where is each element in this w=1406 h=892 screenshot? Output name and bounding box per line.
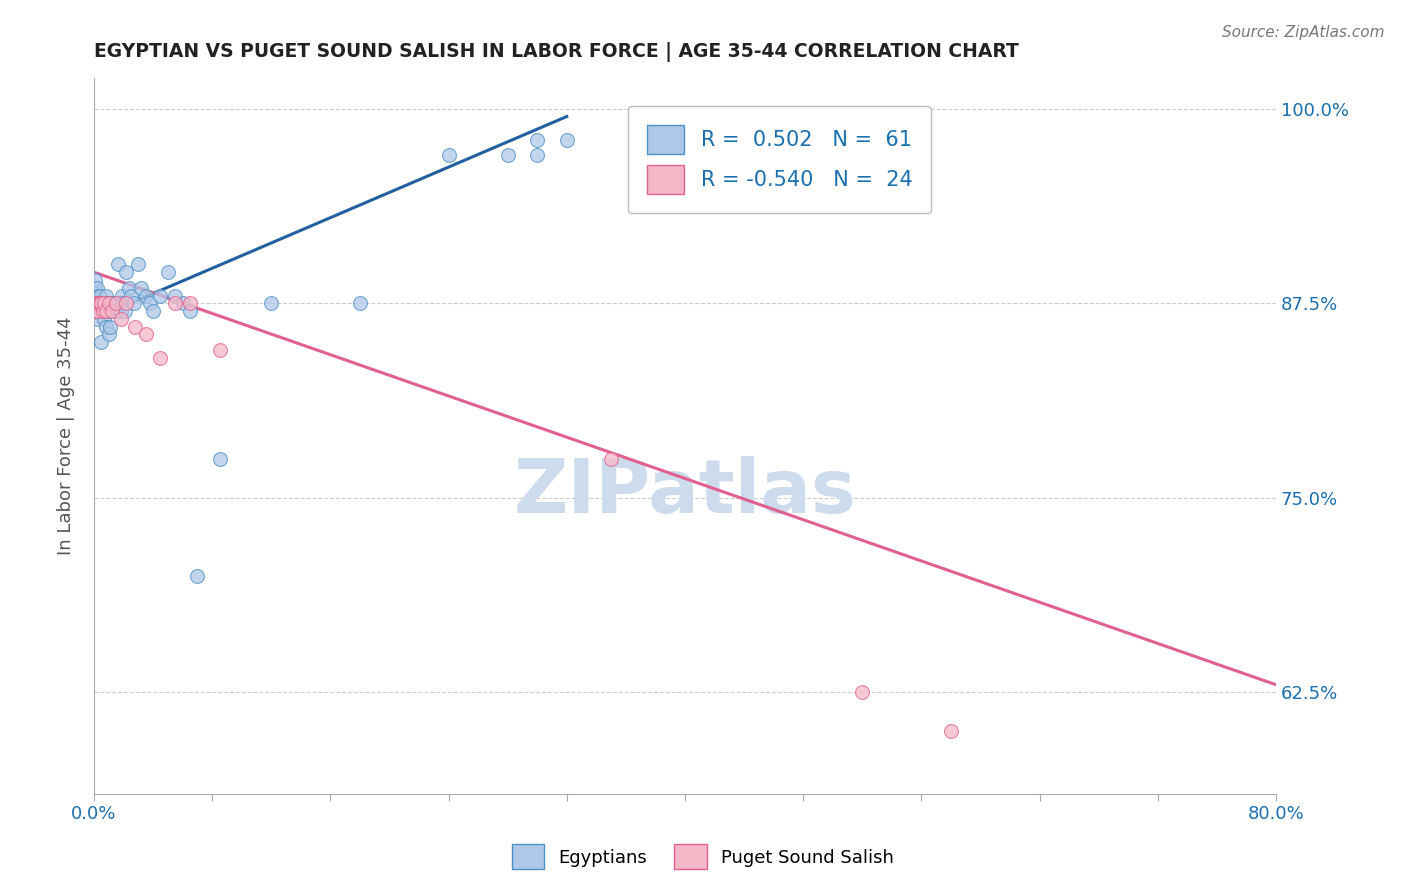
Point	[115, 265, 138, 279]
Point	[97, 327, 120, 342]
Point	[172, 296, 194, 310]
Point	[139, 296, 162, 310]
Point	[526, 133, 548, 147]
Point	[86, 281, 108, 295]
Point	[90, 296, 112, 310]
Point	[555, 133, 578, 147]
Point	[97, 296, 120, 310]
Text: EGYPTIAN VS PUGET SOUND SALISH IN LABOR FORCE | AGE 35-44 CORRELATION CHART: EGYPTIAN VS PUGET SOUND SALISH IN LABOR …	[94, 42, 1019, 62]
Point	[90, 335, 112, 350]
Point	[526, 148, 548, 162]
Point	[94, 319, 117, 334]
Point	[86, 304, 108, 318]
Point	[86, 304, 108, 318]
Point	[149, 288, 172, 302]
Point	[142, 304, 165, 318]
Text: ZIPatlas: ZIPatlas	[513, 457, 856, 530]
Point	[90, 296, 112, 310]
Point	[87, 304, 110, 318]
Point	[112, 296, 135, 310]
Point	[90, 304, 112, 318]
Point	[496, 148, 519, 162]
Point	[98, 319, 121, 334]
Point	[91, 304, 114, 318]
Point	[108, 296, 131, 310]
Point	[101, 296, 124, 310]
Point	[86, 288, 108, 302]
Legend: Egyptians, Puget Sound Salish: Egyptians, Puget Sound Salish	[503, 835, 903, 879]
Point	[600, 452, 623, 467]
Point	[208, 452, 231, 467]
Point	[179, 296, 201, 310]
Point	[87, 296, 110, 310]
Point	[84, 296, 107, 310]
Point	[91, 304, 114, 318]
Point	[129, 281, 152, 295]
Point	[93, 296, 115, 310]
Point	[84, 273, 107, 287]
Point	[186, 568, 208, 582]
Point	[86, 296, 108, 310]
Point	[105, 296, 128, 310]
Point	[939, 724, 962, 739]
Point	[127, 257, 149, 271]
Point	[84, 281, 107, 295]
Point	[89, 296, 111, 310]
Point	[84, 296, 107, 310]
Point	[89, 288, 111, 302]
Point	[165, 296, 187, 310]
Point	[84, 304, 107, 318]
Point	[98, 296, 121, 310]
Point	[94, 288, 117, 302]
Point	[118, 281, 141, 295]
Point	[260, 296, 283, 310]
Point	[93, 311, 115, 326]
Point	[105, 304, 128, 318]
Point	[100, 296, 122, 310]
Point	[86, 296, 108, 310]
Text: Source: ZipAtlas.com: Source: ZipAtlas.com	[1222, 25, 1385, 40]
Point	[107, 257, 129, 271]
Point	[110, 304, 132, 318]
Legend: R =  0.502   N =  61, R = -0.540   N =  24: R = 0.502 N = 61, R = -0.540 N = 24	[628, 106, 931, 213]
Point	[110, 311, 132, 326]
Point	[851, 685, 873, 699]
Point	[165, 288, 187, 302]
Point	[120, 288, 142, 302]
Point	[156, 265, 179, 279]
Point	[96, 296, 118, 310]
Point	[149, 351, 172, 365]
Point	[91, 296, 114, 310]
Point	[84, 288, 107, 302]
Point	[114, 304, 136, 318]
Point	[84, 296, 107, 310]
Point	[93, 304, 115, 318]
Point	[179, 304, 201, 318]
Point	[135, 288, 157, 302]
Point	[94, 304, 117, 318]
Y-axis label: In Labor Force | Age 35-44: In Labor Force | Age 35-44	[58, 317, 75, 555]
Point	[87, 296, 110, 310]
Point	[97, 304, 120, 318]
Point	[115, 296, 138, 310]
Point	[111, 288, 134, 302]
Point	[87, 311, 110, 326]
Point	[437, 148, 460, 162]
Point	[349, 296, 371, 310]
Point	[87, 288, 110, 302]
Point	[135, 327, 157, 342]
Point	[122, 296, 145, 310]
Point	[208, 343, 231, 357]
Point	[89, 296, 111, 310]
Point	[100, 304, 122, 318]
Point	[124, 319, 146, 334]
